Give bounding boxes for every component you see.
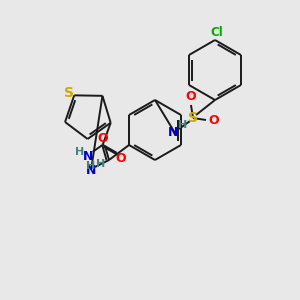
Text: O: O xyxy=(209,113,219,127)
Text: H: H xyxy=(86,161,95,171)
Text: H: H xyxy=(178,120,188,130)
Text: S: S xyxy=(188,111,198,125)
Text: Cl: Cl xyxy=(211,26,224,38)
Text: N: N xyxy=(86,164,96,176)
Text: O: O xyxy=(116,152,126,165)
Text: O: O xyxy=(186,91,196,103)
Text: H: H xyxy=(96,159,106,169)
Text: N: N xyxy=(82,150,93,163)
Text: O: O xyxy=(98,131,108,145)
Text: N: N xyxy=(168,125,178,139)
Text: S: S xyxy=(64,86,74,100)
Text: H: H xyxy=(75,147,84,157)
